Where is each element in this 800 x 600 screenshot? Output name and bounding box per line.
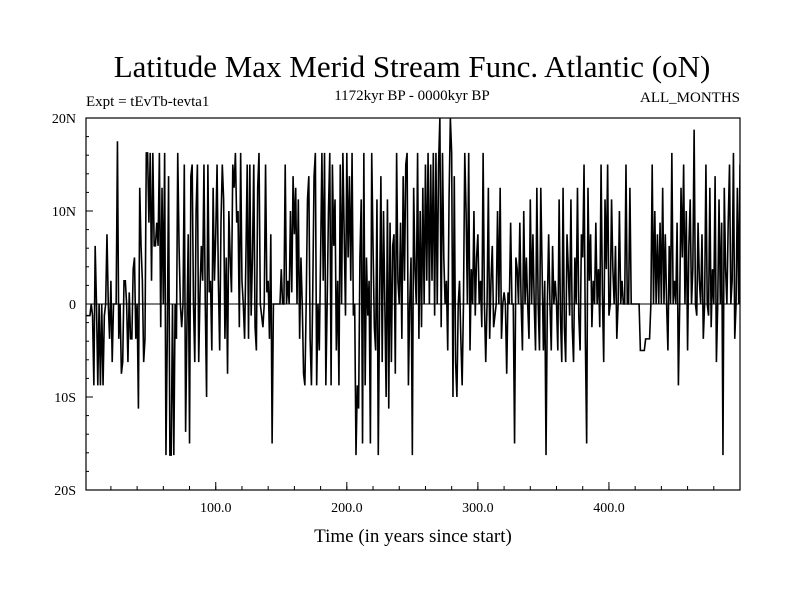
series-line [86, 118, 740, 456]
x-tick-label: 300.0 [462, 501, 494, 516]
time-range-label: 1172kyr BP - 0000kyr BP [334, 88, 490, 104]
x-axis-ticks: 100.0 200.0 300.0 400.0 [110, 482, 715, 516]
y-tick-label: 10S [54, 391, 76, 406]
y-axis-ticks: 20N 10N 0 10S 20S [52, 112, 93, 499]
x-tick-label: 400.0 [593, 501, 625, 516]
x-tick-label: 100.0 [200, 501, 232, 516]
y-tick-label: 10N [52, 205, 76, 220]
experiment-label: Expt = tEvTb-tevta1 [86, 94, 209, 110]
y-tick-label: 0 [69, 298, 76, 313]
plot-frame [85, 117, 741, 491]
x-tick-label: 200.0 [331, 501, 363, 516]
months-label: ALL_MONTHS [640, 90, 740, 106]
x-axis-label: Time (in years since start) [314, 526, 512, 547]
y-tick-label: 20N [52, 112, 76, 127]
y-tick-label: 20S [54, 484, 76, 499]
chart-title: Latitude Max Merid Stream Func. Atlantic… [114, 49, 711, 84]
plot-area [86, 118, 740, 456]
